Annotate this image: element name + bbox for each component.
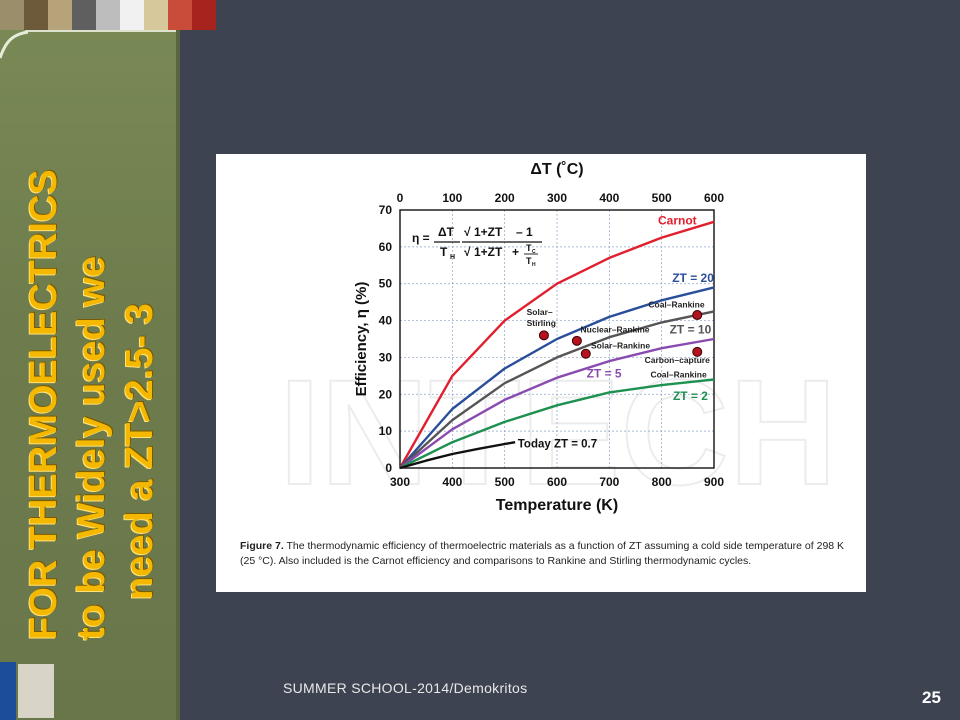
y-tick-label: 70 — [379, 203, 393, 217]
formula-text: T — [440, 245, 448, 259]
x2-tick-label: 500 — [652, 191, 672, 205]
formula-text: T — [526, 256, 532, 266]
series-label: ZT = 2 — [673, 389, 708, 403]
thumbnail-image — [120, 0, 144, 30]
series-label: ZT = 20 — [672, 271, 714, 285]
series-label: ZT = 10 — [670, 322, 712, 336]
formula-text: √ — [464, 245, 471, 259]
title-line: need a ZT>2.5- 3 — [119, 303, 161, 600]
series-line — [399, 378, 715, 470]
formula-text: C — [532, 249, 536, 255]
y-axis-label: Efficiency, η (%) — [353, 282, 370, 397]
band-curve-decoration — [0, 30, 180, 720]
header-image-strip — [0, 0, 216, 30]
x-tick-label: 400 — [442, 475, 462, 489]
cycle-point — [692, 310, 703, 321]
point-label: Carbon–capture — [645, 355, 710, 365]
thumbnail-image — [48, 0, 72, 30]
caption-text: The thermodynamic efficiency of thermoel… — [240, 540, 845, 567]
title-line: to be Widely used we — [71, 256, 113, 640]
x2-tick-label: 300 — [547, 191, 567, 205]
x-tick-label: 700 — [599, 475, 619, 489]
thumbnail-image — [72, 0, 96, 30]
thumbnail-image — [144, 0, 168, 30]
formula-text: T — [526, 243, 532, 253]
bust-logo-image — [18, 664, 54, 718]
thumbnail-image — [0, 0, 24, 30]
series-line — [399, 337, 715, 469]
x-axis-label: Temperature (K) — [496, 497, 618, 514]
formula-text: η = — [412, 231, 430, 245]
demokritos-logo — [0, 662, 16, 720]
formula-text: + — [512, 245, 519, 259]
x-tick-label: 900 — [704, 475, 724, 489]
cycle-point — [538, 330, 549, 341]
x-tick-label: 600 — [547, 475, 567, 489]
formula-text: 1+ZT — [474, 225, 503, 239]
figure-caption: Figure 7. The thermodynamic efficiency o… — [240, 539, 850, 569]
x-tick-label: 300 — [390, 475, 410, 489]
y-tick-label: 60 — [379, 240, 393, 254]
y-tick-label: 50 — [379, 277, 393, 291]
y-tick-label: 30 — [379, 350, 393, 364]
title-line: FOR THERMOELECTRICS — [23, 169, 65, 640]
thumbnail-image — [96, 0, 120, 30]
slide-title: FOR THERMOELECTRICS to be Widely used we… — [20, 80, 164, 640]
series-line — [399, 286, 715, 469]
formula-text: H — [532, 262, 536, 268]
page-number: 25 — [922, 688, 941, 707]
x2-tick-label: 400 — [599, 191, 619, 205]
series-line — [398, 220, 715, 469]
point-label: Stirling — [527, 318, 556, 328]
x2-tick-label: 200 — [495, 191, 515, 205]
x-tick-label: 800 — [652, 475, 672, 489]
watermark-text: INTECH — [279, 348, 837, 516]
y-tick-label: 20 — [379, 387, 393, 401]
series-label: Carnot — [658, 214, 697, 228]
thumbnail-image — [168, 0, 192, 30]
point-label: Nuclear–Rankine — [581, 324, 650, 334]
point-label: Coal–Rankine — [648, 300, 704, 310]
point-label: Solar–Rankine — [591, 341, 650, 351]
x2-tick-label: 0 — [397, 191, 404, 205]
formula-text: 1+ZT — [474, 245, 503, 259]
cycle-point — [571, 335, 582, 346]
left-band-gradient — [0, 0, 176, 720]
x2-axis-label: ΔT (˚C) — [530, 161, 583, 178]
caption-label: Figure 7. — [240, 540, 284, 552]
series-line — [399, 441, 516, 470]
thumbnail-image — [192, 0, 216, 30]
point-label: Solar– — [527, 307, 553, 317]
x2-tick-label: 600 — [704, 191, 724, 205]
footer-text: SUMMER SCHOOL-2014/Demokritos — [283, 680, 528, 696]
figure-card: INTECH 300 400 500 600 700 800 900 0 100 200 300 400… — [216, 154, 866, 592]
y-tick-label: 40 — [379, 314, 393, 328]
y-tick-label: 10 — [379, 424, 393, 438]
formula-text: ΔT — [438, 225, 455, 239]
point-label: Coal–Rankine — [650, 370, 706, 380]
x-tick-label: 500 — [495, 475, 515, 489]
formula-text: √ — [464, 225, 471, 239]
cycle-point — [580, 348, 591, 359]
series-line — [399, 310, 715, 469]
formula-text: – 1 — [516, 225, 533, 239]
cycle-point — [692, 346, 703, 357]
formula-text: H — [450, 254, 455, 261]
thumbnail-image — [24, 0, 48, 30]
series-label: Today ZT = 0.7 — [518, 439, 597, 451]
y-tick-label: 0 — [385, 461, 392, 475]
series-label: ZT = 5 — [587, 367, 622, 381]
x2-tick-label: 100 — [442, 191, 462, 205]
